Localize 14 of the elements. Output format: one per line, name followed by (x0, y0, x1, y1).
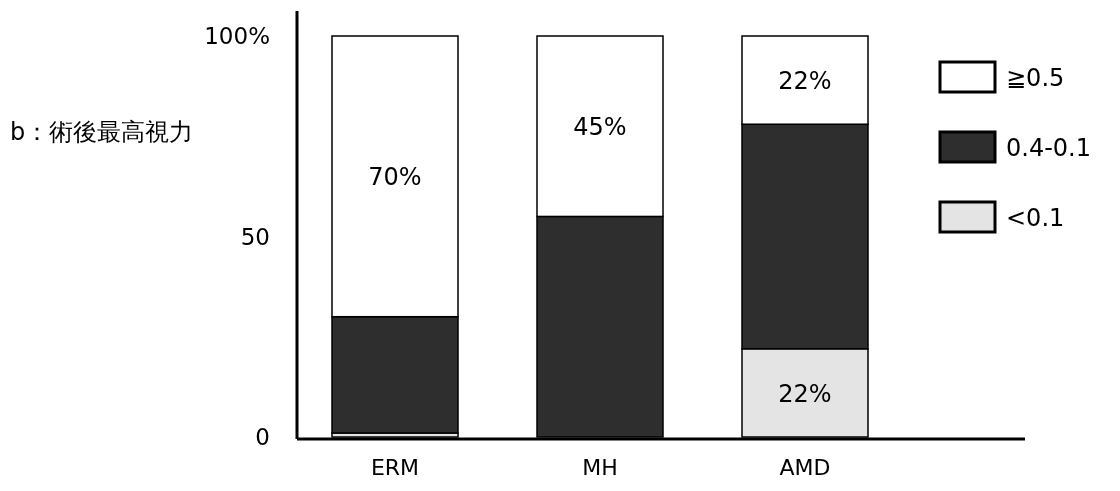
data-label: 70% (368, 163, 422, 192)
y-tick-label: 50 (240, 223, 270, 250)
x-tick-label: AMD (779, 455, 831, 480)
data-label: 22% (778, 379, 832, 408)
data-label: 22% (778, 67, 832, 96)
data-label: 45% (573, 113, 627, 142)
title: b：術後最高視力 (10, 118, 194, 146)
legend-label: <0.1 (1006, 204, 1065, 232)
y-tick-label: 0 (255, 424, 270, 450)
x-tick-label: ERM (370, 455, 420, 480)
legend-label: ≧0.5 (1006, 64, 1065, 92)
x-tick-label: MH (582, 455, 618, 480)
y-tick-label: 100% (204, 23, 270, 49)
legend-label: 0.4-0.1 (1006, 134, 1091, 162)
